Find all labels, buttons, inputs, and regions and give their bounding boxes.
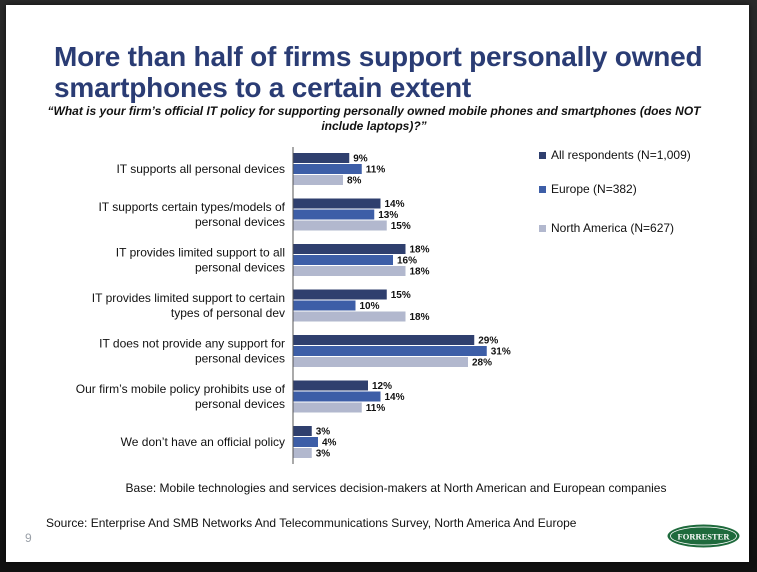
logo-text: FORRESTER xyxy=(678,532,731,542)
bar-value-label: 3% xyxy=(316,427,331,438)
page-number: 9 xyxy=(25,531,32,545)
bar-value-label: 14% xyxy=(385,392,405,403)
bar-value-label: 15% xyxy=(391,221,411,232)
source-note: Source: Enterprise And SMB Networks And … xyxy=(46,516,577,530)
bar-value-label: 14% xyxy=(385,199,405,210)
bar xyxy=(293,311,406,322)
category-label: IT does not provide any support for perso… xyxy=(99,337,285,366)
bar xyxy=(293,153,350,163)
category-label: IT provides limited support to all person… xyxy=(116,246,285,275)
legend-label: All respondents (N=1,009) xyxy=(551,148,691,162)
category-label: IT provides limited support to certain ty… xyxy=(92,291,285,320)
bar xyxy=(293,198,381,209)
category-label: Our firm’s mobile policy prohibits use o… xyxy=(76,382,286,411)
bar xyxy=(293,266,406,276)
bar-value-label: 31% xyxy=(491,347,511,358)
forrester-logo: FORRESTER xyxy=(667,524,740,548)
bar-value-label: 12% xyxy=(372,381,392,392)
slide-title: More than half of firms support personal… xyxy=(54,41,703,103)
legend-swatch xyxy=(539,186,546,193)
bar xyxy=(293,220,387,231)
bar xyxy=(293,335,475,345)
category-label: IT supports all personal devices xyxy=(116,162,285,176)
survey-question: “What is your firm’s official IT policy … xyxy=(47,104,701,133)
bar-value-label: 4% xyxy=(322,438,337,449)
bar xyxy=(293,289,387,300)
legend-label: Europe (N=382) xyxy=(551,182,637,196)
bar-value-label: 11% xyxy=(366,165,386,176)
bar xyxy=(293,255,393,265)
bar xyxy=(293,448,312,458)
bars-layer: 9%11%8%14%13%15%18%16%18%15%10%18%29%31%… xyxy=(293,153,511,460)
bar-value-label: 29% xyxy=(478,336,498,347)
bar xyxy=(293,209,375,220)
bar-value-label: 10% xyxy=(360,301,380,312)
bar xyxy=(293,164,362,174)
category-label: We don’t have an official policy xyxy=(121,435,285,449)
category-label: IT supports certain types/models of perso… xyxy=(98,200,285,229)
bar-value-label: 9% xyxy=(353,154,368,165)
bar-chart: 9%11%8%14%13%15%18%16%18%15%10%18%29%31%… xyxy=(76,147,691,464)
legend: All respondents (N=1,009) Europe (N=382) N… xyxy=(539,148,691,235)
bar-value-label: 13% xyxy=(378,210,398,221)
category-labels: IT supports all personal devices IT suppo… xyxy=(76,162,286,449)
bar xyxy=(293,402,362,413)
bar-value-label: 8% xyxy=(347,176,362,187)
bar-value-label: 15% xyxy=(391,290,411,301)
legend-label: North America (N=627) xyxy=(551,221,674,235)
base-note: Base: Mobile technologies and services d… xyxy=(125,481,667,495)
bar-value-label: 11% xyxy=(366,403,386,414)
bar xyxy=(293,391,381,402)
bar xyxy=(293,300,356,311)
bar-value-label: 18% xyxy=(410,245,430,256)
bar xyxy=(293,244,406,254)
bar xyxy=(293,346,487,356)
bar xyxy=(293,426,312,436)
slide: More than half of firms support personal… xyxy=(6,5,749,562)
bar-value-label: 16% xyxy=(397,256,417,267)
bar xyxy=(293,175,343,185)
bar-value-label: 18% xyxy=(410,267,430,278)
bar-value-label: 18% xyxy=(410,312,430,323)
bar-value-label: 28% xyxy=(472,358,492,369)
bar xyxy=(293,380,368,391)
legend-swatch xyxy=(539,225,546,232)
bar-value-label: 3% xyxy=(316,449,331,460)
legend-swatch xyxy=(539,152,546,159)
bar xyxy=(293,437,318,447)
bar xyxy=(293,357,468,367)
